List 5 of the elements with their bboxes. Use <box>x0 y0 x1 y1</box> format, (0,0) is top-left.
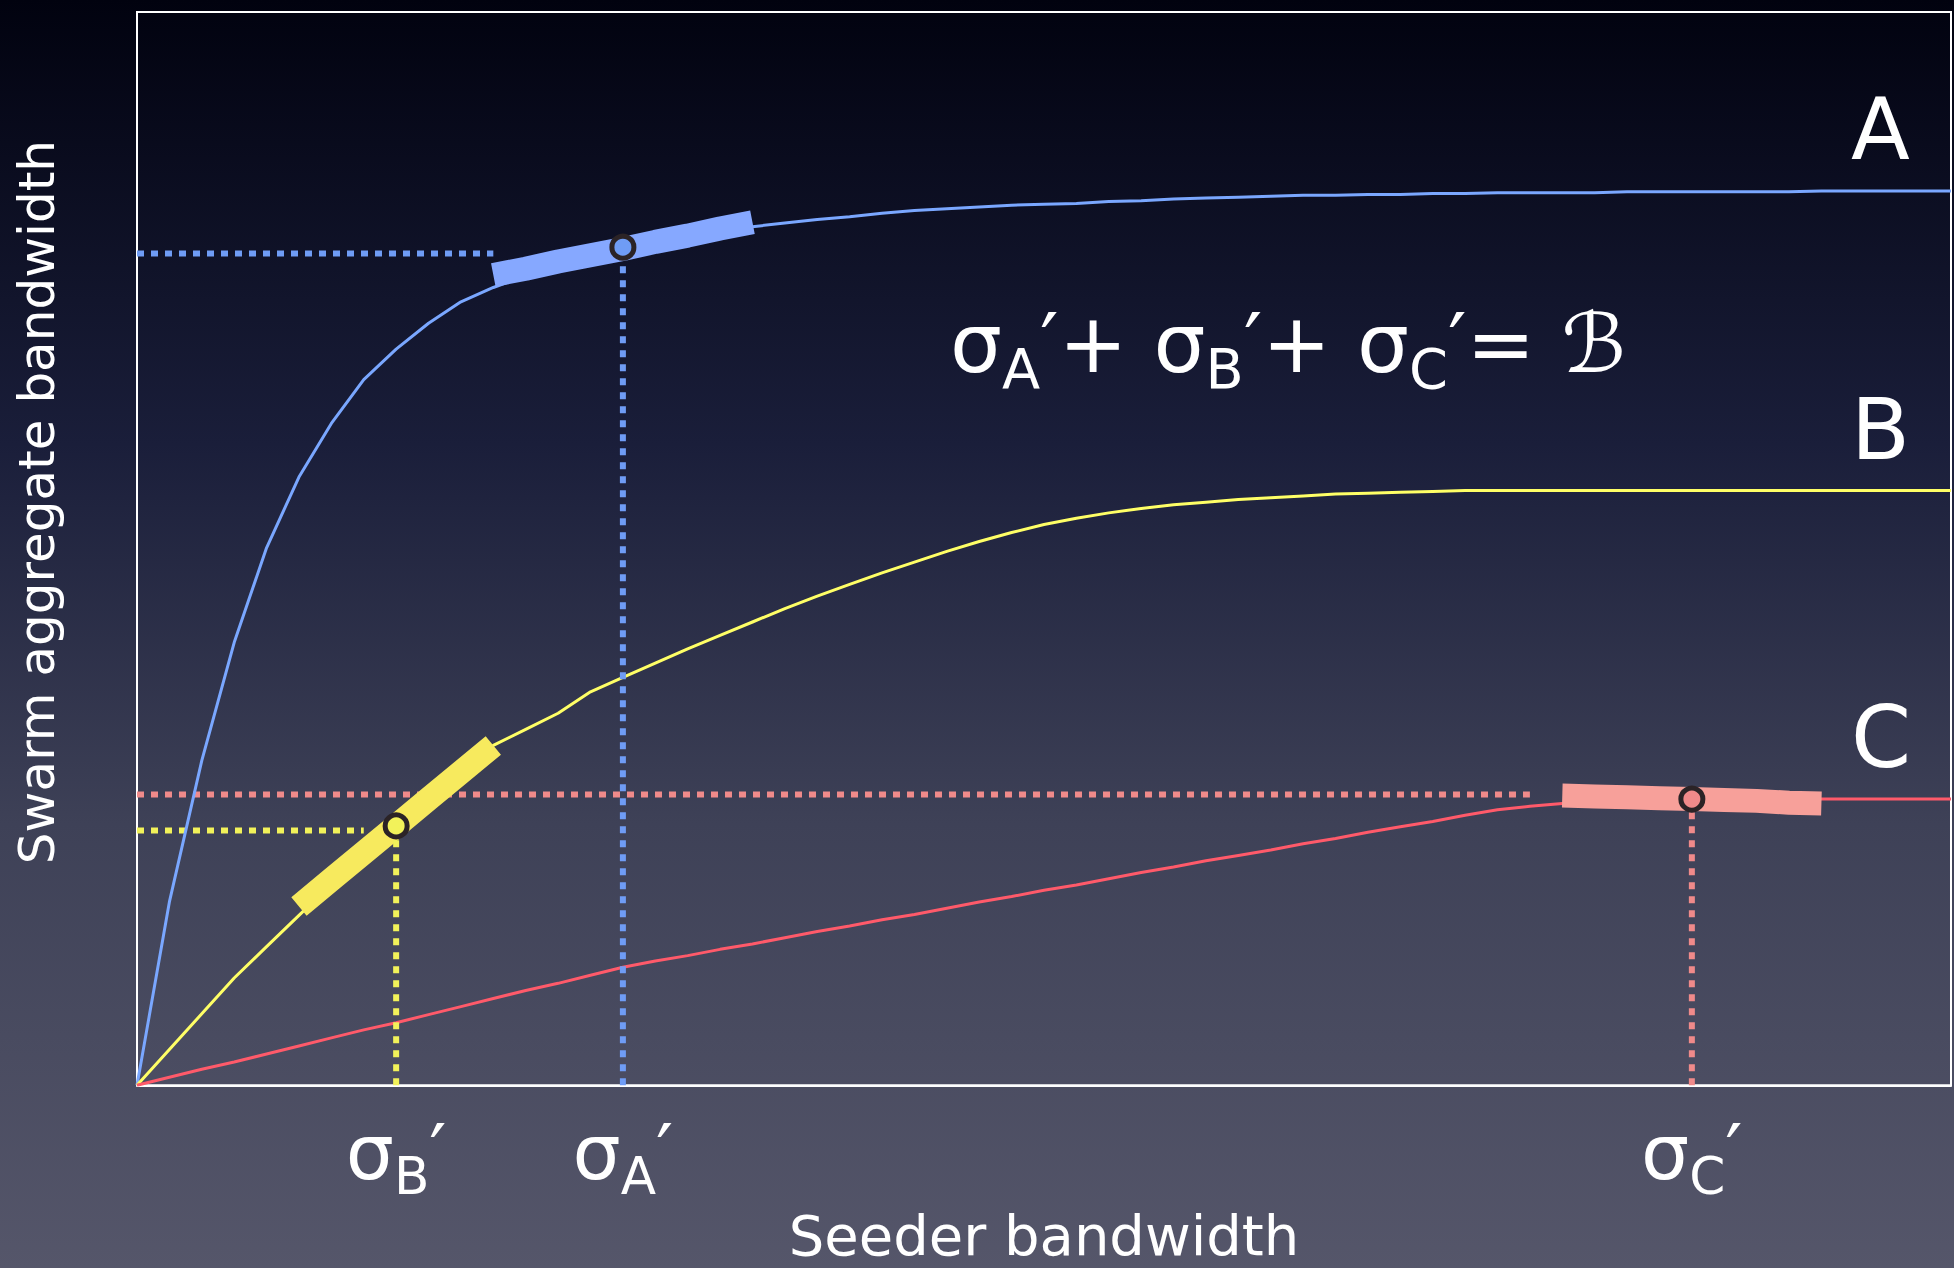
series-label: B <box>1851 378 1910 479</box>
x-axis-title: Seeder bandwidth <box>788 1202 1300 1268</box>
series-label: A <box>1851 78 1910 179</box>
series-label: C <box>1851 687 1912 788</box>
y-axis-title: Swarm aggregate bandwidth <box>8 139 66 865</box>
